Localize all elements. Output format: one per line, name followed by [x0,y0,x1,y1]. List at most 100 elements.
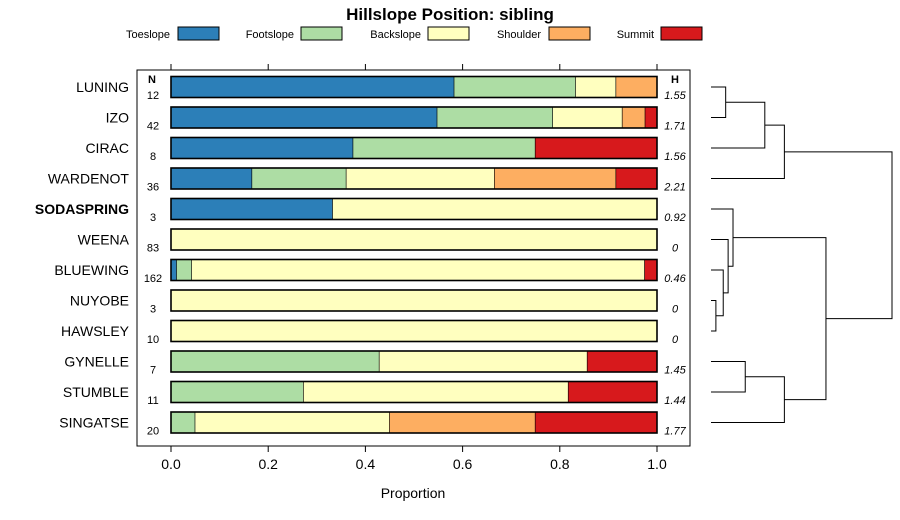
legend: Toeslope Footslope Backslope Shoulder Summit [126,26,703,41]
dendrogram-link [711,239,729,294]
n-value-izo: 42 [147,121,159,133]
bar-outline-izo [170,106,658,129]
bar-wardenot-backslope [346,168,495,189]
bar-outline-gynelle [170,350,658,373]
bar-bluewing-footslope [176,259,192,281]
n-value-bluewing: 162 [144,273,162,285]
legend-swatch-summit [660,26,703,41]
n-value-singatse: 20 [147,426,159,438]
n-value-hawsley: 10 [147,334,159,346]
h-value-luning: 1.55 [664,90,686,102]
bar-bluewing-summit [644,259,657,281]
category-label-gynelle: GYNELLE [64,354,129,370]
x-tick-label: 0.0 [161,456,181,472]
bar-wardenot-footslope [252,168,347,189]
n-value-stumble: 11 [147,395,158,407]
bar-gynelle-backslope [379,351,588,372]
x-axis-title: Proportion [381,485,446,501]
bar-cirac-summit [535,137,657,159]
bar-singatse-shoulder [389,412,536,433]
bar-bluewing-toeslope [171,259,177,281]
category-label-sodaspring: SODASPRING [35,201,129,217]
dendrogram-link [711,300,717,332]
dendrogram-link [711,101,766,149]
h-value-gynelle: 1.45 [664,365,686,377]
bar-wardenot-toeslope [171,168,253,189]
h-value-singatse: 1.77 [664,426,686,438]
bar-bluewing-backslope [191,259,645,281]
category-label-cirac: CIRAC [85,140,129,156]
bar-singatse-summit [535,412,657,433]
dendrogram-link [733,237,827,401]
legend-label-footslope: Footslope [246,29,294,41]
h-value-hawsley: 0 [672,334,679,346]
category-label-izo: IZO [106,110,129,126]
x-axis: 0.0 0.2 0.4 0.6 0.8 1.0 [161,64,667,472]
n-value-gynelle: 7 [150,365,156,377]
legend-label-shoulder: Shoulder [497,29,541,41]
bar-hawsley-backslope [171,320,657,342]
bar-outline-weena [170,228,658,251]
h-value-cirac: 1.56 [664,151,686,163]
n-value-luning: 12 [147,90,159,102]
x-tick-label: 0.2 [258,456,278,472]
bar-izo-footslope [437,107,553,128]
bar-nuyobe-backslope [171,290,657,311]
bar-outline-bluewing [170,258,658,282]
x-tick-label: 0.8 [550,456,570,472]
bar-outline-nuyobe [170,289,658,312]
n-value-nuyobe: 3 [150,304,156,316]
bar-izo-backslope [552,107,623,128]
h-value-izo: 1.71 [664,121,685,133]
bar-outline-luning [170,75,658,99]
bar-cirac-toeslope [171,137,354,159]
dendrogram-link [711,86,727,118]
dendrogram-link [711,376,785,423]
legend-label-summit: Summit [617,29,654,41]
bar-izo-toeslope [171,107,438,128]
dendrogram-link [711,361,746,393]
bar-stumble-footslope [171,381,304,403]
x-tick-label: 0.4 [356,456,376,472]
h-value-wardenot: 2.21 [663,182,685,194]
category-label-singatse: SINGATSE [59,415,129,431]
category-label-weena: WEENA [78,232,130,248]
n-value-cirac: 8 [150,151,156,163]
h-value-sodaspring: 0.92 [664,212,685,224]
x-tick-label: 0.6 [453,456,473,472]
bar-outline-cirac [170,136,658,160]
bar-stumble-backslope [303,381,569,403]
bar-gynelle-footslope [171,351,380,372]
x-tick-label: 1.0 [647,456,667,472]
plot-frame [136,69,691,447]
dendrogram-link [711,124,785,179]
bar-izo-summit [645,107,657,128]
category-label-stumble: STUMBLE [63,384,129,400]
legend-swatch-toeslope [177,26,220,41]
bar-weena-backslope [171,229,657,250]
bar-gynelle-summit [587,351,657,372]
dendrogram [711,86,893,423]
bar-singatse-footslope [171,412,196,433]
legend-swatch-backslope [427,26,470,41]
n-value-weena: 83 [147,243,159,255]
dendrogram-link [711,208,734,267]
n-value-sodaspring: 3 [150,212,156,224]
category-label-nuyobe: NUYOBE [70,293,129,309]
n-value-wardenot: 36 [147,182,159,194]
legend-label-toeslope: Toeslope [126,29,170,41]
bar-singatse-backslope [195,412,390,433]
chart-title: Hillslope Position: sibling [346,5,554,24]
h-value-nuyobe: 0 [672,304,679,316]
bar-cirac-footslope [353,137,536,159]
bar-outline-stumble [170,380,658,404]
bar-outline-sodaspring [170,197,658,221]
bar-wardenot-shoulder [494,168,617,189]
legend-swatch-shoulder [548,26,591,41]
category-label-luning: LUNING [76,79,129,95]
bar-sodaspring-backslope [332,198,657,220]
bar-sodaspring-toeslope [171,198,333,220]
category-label-wardenot: WARDENOT [48,171,130,187]
bar-luning-shoulder [616,76,657,98]
